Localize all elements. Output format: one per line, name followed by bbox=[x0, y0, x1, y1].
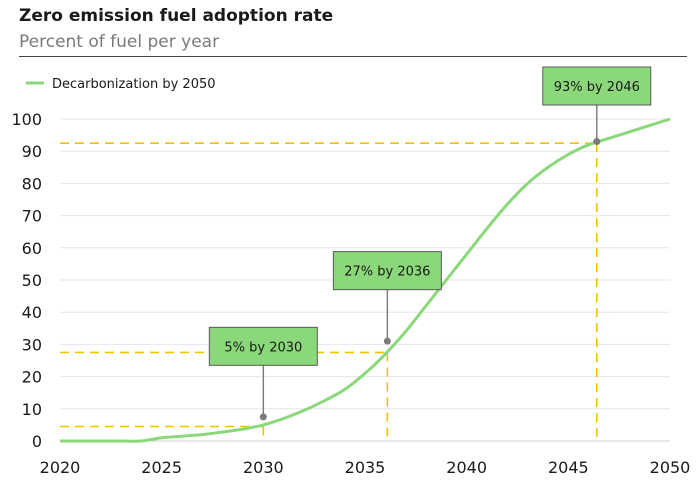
callout: 5% by 2030 bbox=[208, 326, 318, 421]
chart-subtitle: Percent of fuel per year bbox=[19, 32, 220, 52]
y-tick-label: 80 bbox=[22, 174, 42, 193]
y-tick-label: 0 bbox=[32, 432, 42, 451]
y-tick-label: 10 bbox=[22, 400, 42, 419]
y-tick-label: 60 bbox=[22, 239, 42, 258]
callout-box bbox=[542, 66, 652, 106]
callout-marker bbox=[259, 413, 267, 421]
callout-label: 93% by 2046 bbox=[554, 80, 640, 95]
callout-box bbox=[208, 326, 318, 366]
callout-marker bbox=[383, 337, 391, 345]
y-tick-label: 30 bbox=[22, 335, 42, 354]
callout-label: 27% by 2036 bbox=[344, 265, 430, 280]
y-tick-label: 20 bbox=[22, 368, 42, 387]
legend: Decarbonization by 2050 bbox=[26, 77, 216, 92]
x-tick-label: 2035 bbox=[345, 458, 386, 477]
y-tick-label: 90 bbox=[22, 142, 42, 161]
callout-label: 5% by 2030 bbox=[224, 340, 302, 355]
x-tick-label: 2040 bbox=[446, 458, 487, 477]
y-tick-label: 50 bbox=[22, 271, 42, 290]
annotation-guides bbox=[60, 142, 598, 441]
x-tick-label: 2030 bbox=[243, 458, 284, 477]
annotation-callouts: 5% by 2030 27% by 2036 93% by 2046 bbox=[208, 66, 652, 421]
y-tick-label: 70 bbox=[22, 207, 42, 226]
y-axis-tick-labels: 0 10 20 30 40 50 60 70 80 90 100 bbox=[11, 110, 42, 451]
x-axis-tick-labels: 2020 2025 2030 2035 2040 2045 2050 bbox=[40, 458, 691, 477]
grid-lines bbox=[60, 118, 670, 410]
y-tick-label: 100 bbox=[11, 110, 42, 129]
y-tick-label: 40 bbox=[22, 303, 42, 322]
callout: 27% by 2036 bbox=[332, 251, 442, 345]
chart-title: Zero emission fuel adoption rate bbox=[19, 6, 334, 26]
callout-marker bbox=[593, 138, 601, 146]
x-tick-label: 2020 bbox=[40, 458, 81, 477]
x-tick-label: 2050 bbox=[650, 458, 691, 477]
x-tick-label: 2025 bbox=[141, 458, 182, 477]
series-line-decarbonization bbox=[60, 117, 671, 443]
title-divider bbox=[19, 56, 687, 57]
callout: 93% by 2046 bbox=[542, 66, 652, 146]
x-tick-label: 2045 bbox=[548, 458, 589, 477]
callout-box bbox=[332, 251, 442, 291]
legend-label: Decarbonization by 2050 bbox=[52, 77, 216, 92]
